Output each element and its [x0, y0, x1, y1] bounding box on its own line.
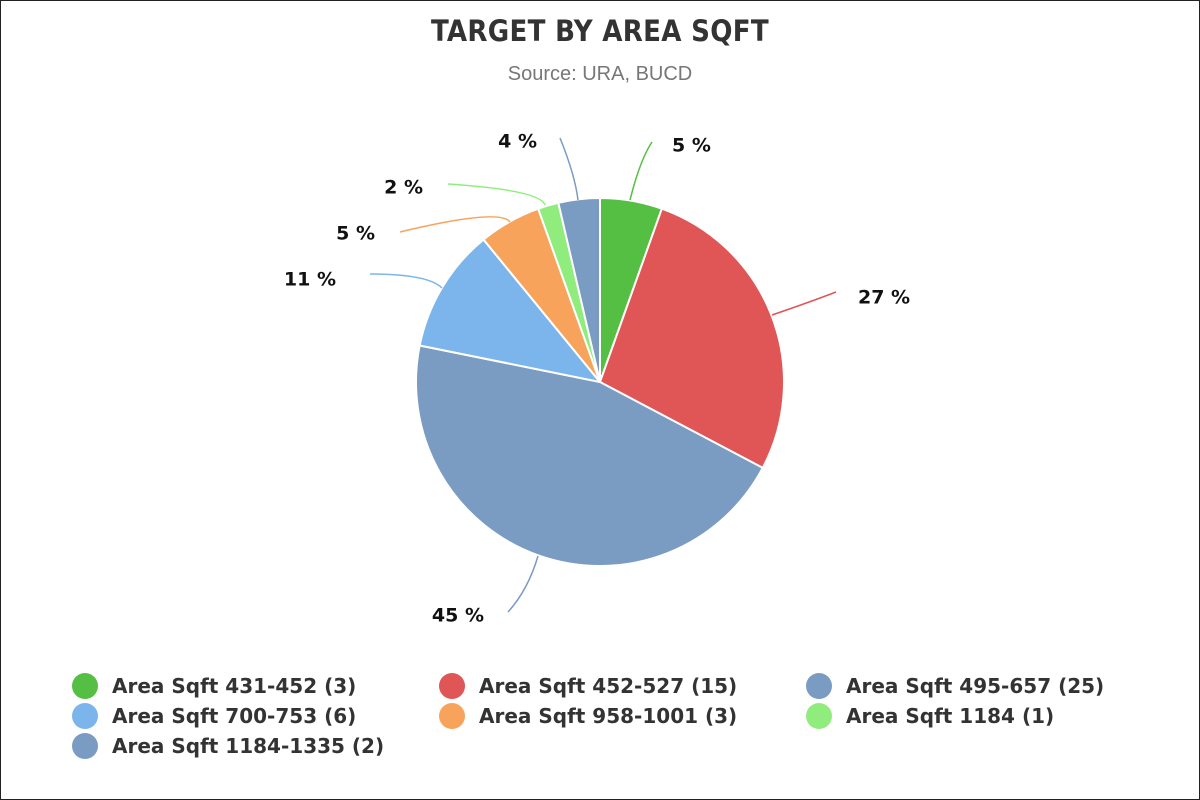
legend-label: Area Sqft 431-452 (3): [112, 674, 357, 698]
legend-label: Area Sqft 1184-1335 (2): [112, 734, 385, 758]
legend-swatch: [806, 703, 832, 729]
data-label-connector: [399, 216, 511, 233]
legend-swatch: [72, 733, 98, 759]
pie-connectors: [369, 137, 837, 613]
legend-swatch: [72, 703, 98, 729]
data-label: 2 %: [384, 177, 423, 199]
data-label-connector: [369, 273, 443, 289]
legend-item[interactable]: Area Sqft 700-753 (6): [72, 701, 356, 731]
legend-label: Area Sqft 958-1001 (3): [479, 704, 738, 728]
data-label: 27 %: [858, 287, 910, 309]
legend-label: Area Sqft 495-657 (25): [846, 674, 1105, 698]
data-label: 4 %: [498, 131, 537, 153]
legend-label: Area Sqft 700-753 (6): [112, 704, 357, 728]
legend-swatch: [439, 673, 465, 699]
legend-label: Area Sqft 452-527 (15): [479, 674, 738, 698]
legend-item[interactable]: Area Sqft 431-452 (3): [72, 671, 356, 701]
data-label-connector: [447, 183, 546, 206]
legend-item[interactable]: Area Sqft 958-1001 (3): [439, 701, 737, 731]
data-label: 5 %: [672, 135, 711, 157]
legend-swatch: [806, 673, 832, 699]
legend-label: Area Sqft 1184 (1): [846, 704, 1055, 728]
data-label-connector: [771, 291, 837, 316]
data-label-connector: [507, 555, 539, 613]
legend-swatch: [72, 673, 98, 699]
pie-slice[interactable]: [557, 197, 601, 383]
legend-item[interactable]: Area Sqft 1184-1335 (2): [72, 731, 384, 761]
pie-slice[interactable]: [599, 207, 785, 469]
chart-title: TARGET BY AREA SQFT: [431, 14, 769, 48]
pie-data-labels: 5 % 27 % 45 % 11 % 5 % 2 % 4 %: [284, 131, 910, 627]
legend-item[interactable]: Area Sqft 452-527 (15): [439, 671, 737, 701]
chart-subtitle: Source: URA, BUCD: [507, 63, 693, 85]
data-label: 45 %: [432, 605, 484, 627]
data-label-connector: [559, 137, 579, 201]
data-label-connector: [629, 141, 653, 201]
pie-slices: [415, 197, 785, 567]
pie-slice[interactable]: [415, 344, 764, 567]
pie-slice[interactable]: [418, 238, 601, 383]
legend-item[interactable]: Area Sqft 495-657 (25): [806, 671, 1104, 701]
legend-swatch: [439, 703, 465, 729]
legend-item[interactable]: Area Sqft 1184 (1): [806, 701, 1054, 731]
data-label: 11 %: [284, 269, 336, 291]
data-label: 5 %: [336, 223, 375, 245]
